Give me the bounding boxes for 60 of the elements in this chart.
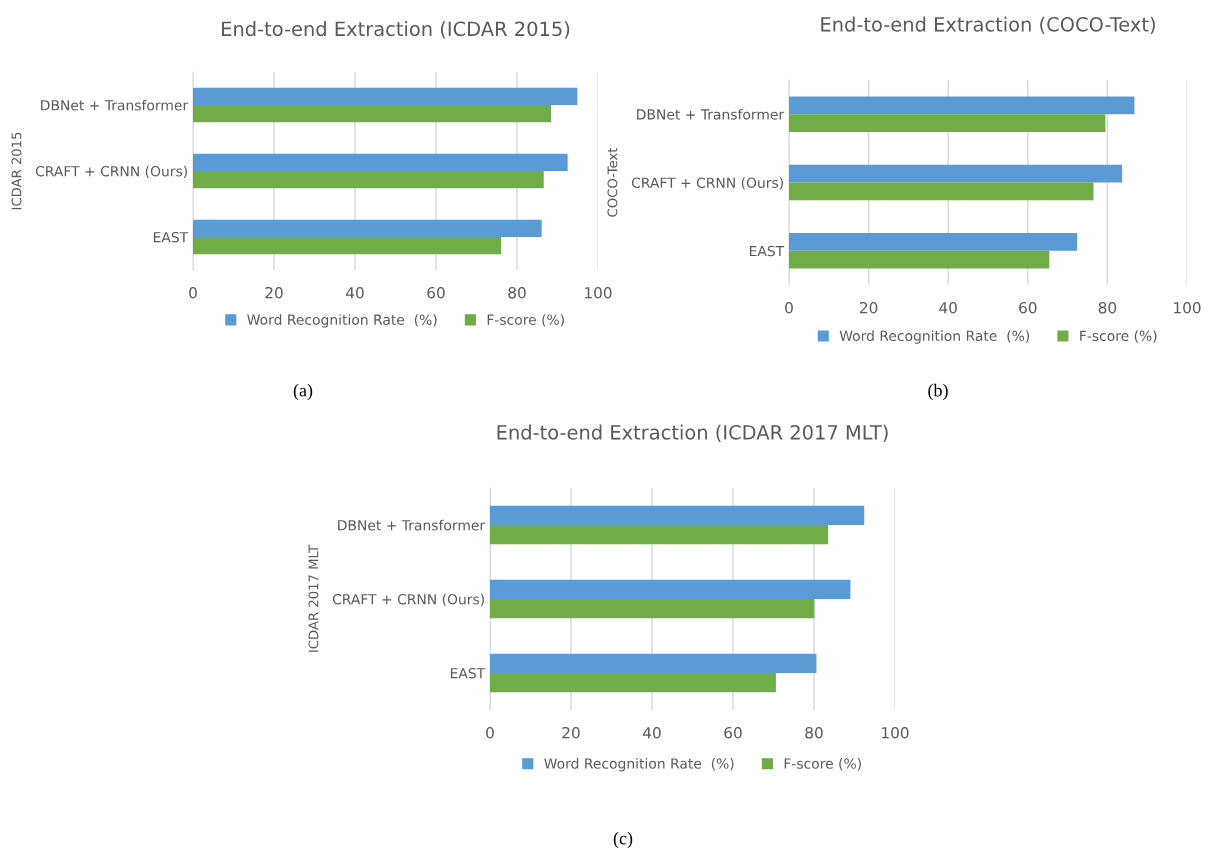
bar xyxy=(490,599,815,619)
bar xyxy=(789,164,1123,183)
x-tick-label: 80 xyxy=(508,286,526,299)
legend-label: Word Recognition Rate (%) xyxy=(839,330,1030,344)
chart-title: End-to-end Extraction (ICDAR 2015) xyxy=(222,21,570,39)
bar xyxy=(193,105,552,123)
y-tick-label: EAST xyxy=(450,667,486,679)
bar xyxy=(789,182,1094,201)
bar xyxy=(490,653,817,673)
chart-title: End-to-end Extraction (ICDAR 2017 MLT) xyxy=(497,424,888,442)
x-tick-label: 60 xyxy=(1019,301,1037,314)
x-tick-label: 20 xyxy=(265,286,283,299)
y-tick-label: DBNet + Transformer xyxy=(338,519,486,531)
x-tick-label: 0 xyxy=(785,301,793,314)
bar xyxy=(789,233,1078,251)
y-tick-label: CRAFT + CRNN (Ours) xyxy=(631,177,783,190)
bar xyxy=(789,96,1135,115)
y-axis-title: ICDAR 2017 MLT xyxy=(308,544,319,652)
bar xyxy=(193,87,578,105)
chart-title: End-to-end Extraction (COCO-Text) xyxy=(821,16,1155,34)
bar xyxy=(193,219,542,237)
text: (c) xyxy=(613,831,633,849)
bar xyxy=(193,237,502,255)
bar xyxy=(490,525,829,545)
bar xyxy=(193,171,544,189)
bar xyxy=(789,114,1106,132)
y-tick-label: DBNet + Transformer xyxy=(637,108,785,120)
y-tick-label: CRAFT + CRNN (Ours) xyxy=(332,593,484,607)
x-tick-label: 100 xyxy=(1174,301,1201,314)
x-tick-label: 20 xyxy=(860,301,878,314)
x-tick-label: 100 xyxy=(585,286,612,299)
legend-label: F-score (%) xyxy=(487,314,564,327)
x-tick-label: 20 xyxy=(562,726,580,739)
x-tick-label: 60 xyxy=(427,286,445,299)
bar xyxy=(490,673,776,693)
x-tick-label: 40 xyxy=(643,726,661,739)
x-tick-label: 40 xyxy=(939,301,957,314)
x-tick-label: 0 xyxy=(189,286,197,299)
y-axis-title: COCO-Text xyxy=(607,147,618,217)
x-tick-label: 60 xyxy=(724,726,742,739)
bar xyxy=(490,579,851,599)
y-tick-label: EAST xyxy=(153,231,189,243)
y-axis-title: ICDAR 2015 xyxy=(11,132,22,210)
y-tick-label: DBNet + Transformer xyxy=(41,99,189,111)
legend-label: Word Recognition Rate (%) xyxy=(544,758,734,772)
legend-label: F-score (%) xyxy=(784,758,861,771)
x-tick-label: 80 xyxy=(805,726,823,739)
x-tick-label: 100 xyxy=(882,726,909,739)
bar xyxy=(490,505,865,525)
text: (a) xyxy=(293,383,313,401)
bar xyxy=(193,153,568,171)
y-tick-label: EAST xyxy=(749,245,785,257)
x-tick-label: 80 xyxy=(1098,301,1117,314)
y-tick-label: CRAFT + CRNN (Ours) xyxy=(35,165,187,179)
legend-label: F-score (%) xyxy=(1080,330,1157,343)
x-tick-label: 40 xyxy=(346,286,364,299)
x-tick-label: 0 xyxy=(486,726,494,739)
legend-label: Word Recognition Rate (%) xyxy=(247,314,437,328)
text: (b) xyxy=(928,383,948,401)
bar xyxy=(789,250,1050,269)
